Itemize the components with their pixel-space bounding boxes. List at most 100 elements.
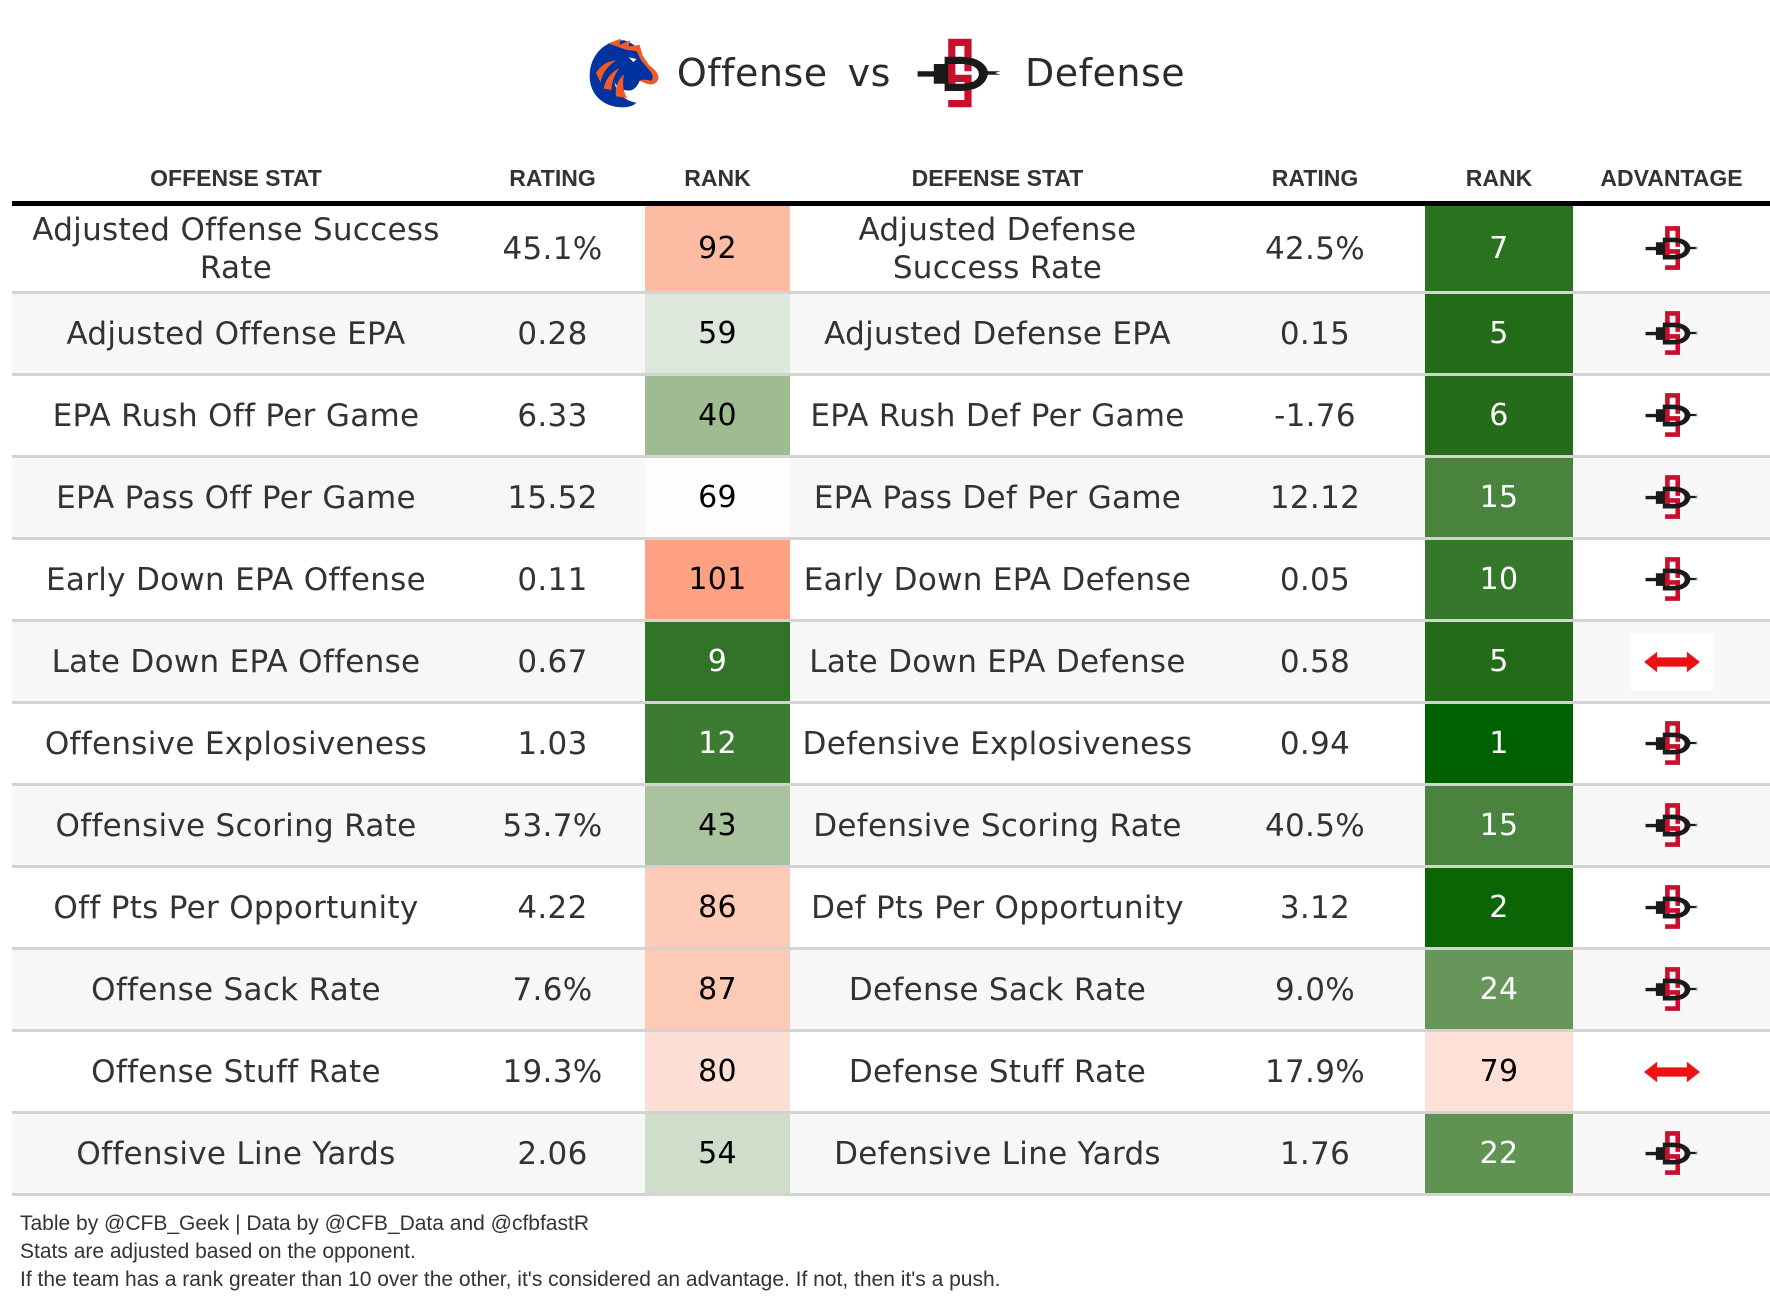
defense-advantage-indicator [1630, 878, 1714, 936]
defense-rating-cell: 0.15 [1205, 292, 1425, 376]
defense-rank-cell: 7 [1425, 203, 1573, 294]
offense-rating-cell: 1.03 [460, 702, 645, 786]
vs-label: vs [847, 51, 891, 95]
table-row: Offense Sack Rate 7.6% 87 Defense Sack Rate… [12, 948, 1770, 1032]
offense-rating-cell: 7.6% [460, 948, 645, 1032]
table-row: Offensive Line Yards 2.06 54 Defensive Line… [12, 1112, 1770, 1196]
table-row: Late Down EPA Offense 0.67 9 Late Down EPA … [12, 620, 1770, 704]
footer-advantage-note: If the team has a rank greater than 10 o… [20, 1268, 1001, 1291]
defense-rank-cell: 22 [1425, 1112, 1573, 1196]
defense-stat-cell: Defensive Explosiveness [790, 702, 1205, 786]
col-header-offense-rating: RATING [460, 155, 645, 206]
col-header-defense-rank: RANK [1425, 155, 1573, 206]
defense-advantage-indicator [1630, 386, 1714, 444]
sdsu-logo-icon [1643, 310, 1701, 356]
offense-stat-cell: Early Down EPA Offense [12, 538, 460, 622]
offense-stat-cell: EPA Rush Off Per Game [12, 374, 460, 458]
defense-rating-cell: -1.76 [1205, 374, 1425, 458]
defense-rank-cell: 79 [1425, 1030, 1573, 1114]
sdsu-logo-icon [1643, 556, 1701, 602]
offense-rating-cell: 0.28 [460, 292, 645, 376]
offense-rating-cell: 4.22 [460, 866, 645, 950]
sdsu-logo-icon [1643, 720, 1701, 766]
offense-rating-cell: 53.7% [460, 784, 645, 868]
table-row: Offensive Scoring Rate 53.7% 43 Defensive S… [12, 784, 1770, 868]
offense-stat-cell: Offense Sack Rate [12, 948, 460, 1032]
defense-advantage-indicator [1630, 219, 1714, 277]
defense-stat-cell: Adjusted Defense EPA [790, 292, 1205, 376]
defense-rating-cell: 40.5% [1205, 784, 1425, 868]
advantage-cell [1573, 538, 1770, 622]
offense-rating-cell: 2.06 [460, 1112, 645, 1196]
defense-stat-cell: EPA Rush Def Per Game [790, 374, 1205, 458]
offense-stat-cell: Offensive Line Yards [12, 1112, 460, 1196]
col-header-offense-stat: OFFENSE STAT [12, 155, 460, 206]
table-row: EPA Rush Off Per Game 6.33 40 EPA Rush Def … [12, 374, 1770, 458]
defense-stat-cell: Defense Stuff Rate [790, 1030, 1205, 1114]
offense-rating-cell: 6.33 [460, 374, 645, 458]
title-bar: Offense vs Defense [0, 28, 1770, 118]
defense-stat-cell: Defense Sack Rate [790, 948, 1205, 1032]
offense-rating-cell: 0.67 [460, 620, 645, 704]
defense-stat-cell: Def Pts Per Opportunity [790, 866, 1205, 950]
defense-advantage-indicator [1630, 796, 1714, 854]
defense-rating-cell: 9.0% [1205, 948, 1425, 1032]
col-header-defense-rating: RATING [1205, 155, 1425, 206]
defense-rating-cell: 1.76 [1205, 1112, 1425, 1196]
advantage-cell [1573, 374, 1770, 458]
sdsu-logo-icon [1643, 884, 1701, 930]
defense-stat-cell: Adjusted Defense Success Rate [790, 203, 1205, 294]
offense-rank-cell: 40 [645, 374, 790, 458]
defense-rank-cell: 1 [1425, 702, 1573, 786]
defense-rating-cell: 12.12 [1205, 456, 1425, 540]
defense-stat-cell: Early Down EPA Defense [790, 538, 1205, 622]
offense-rank-cell: 86 [645, 866, 790, 950]
push-arrow-icon [1644, 1061, 1700, 1083]
table-row: Offensive Explosiveness 1.03 12 Defensive E… [12, 702, 1770, 786]
defense-rank-cell: 5 [1425, 292, 1573, 376]
col-header-advantage: ADVANTAGE [1573, 155, 1770, 206]
defense-advantage-indicator [1630, 960, 1714, 1018]
table-row: Offense Stuff Rate 19.3% 80 Defense Stuff R… [12, 1030, 1770, 1114]
table-row: Early Down EPA Offense 0.11 101 Early Down … [12, 538, 1770, 622]
offense-stat-cell: Offense Stuff Rate [12, 1030, 460, 1114]
table-row: Adjusted Offense EPA 0.28 59 Adjusted Defen… [12, 292, 1770, 376]
defense-stat-cell: Late Down EPA Defense [790, 620, 1205, 704]
matchup-table: OFFENSE STAT RATING RANK DEFENSE STAT RA… [12, 155, 1770, 1196]
defense-rating-cell: 3.12 [1205, 866, 1425, 950]
defense-title: Defense [1024, 51, 1186, 95]
defense-rank-cell: 6 [1425, 374, 1573, 458]
sdsu-logo-icon [1643, 802, 1701, 848]
defense-advantage-indicator [1630, 550, 1714, 608]
col-header-offense-rank: RANK [645, 155, 790, 206]
defense-rating-cell: 0.94 [1205, 702, 1425, 786]
offense-rating-cell: 45.1% [460, 203, 645, 294]
advantage-cell [1573, 866, 1770, 950]
sdsu-logo-icon [1643, 966, 1701, 1012]
push-arrow-icon [1644, 651, 1700, 673]
offense-rank-cell: 101 [645, 538, 790, 622]
offense-rating-cell: 0.11 [460, 538, 645, 622]
defense-rank-cell: 5 [1425, 620, 1573, 704]
offense-rank-cell: 59 [645, 292, 790, 376]
defense-stat-cell: Defensive Scoring Rate [790, 784, 1205, 868]
defense-rank-cell: 2 [1425, 866, 1573, 950]
defense-rank-cell: 15 [1425, 456, 1573, 540]
footer-notes: Table by @CFB_Geek | Data by @CFB_Data a… [20, 1210, 1000, 1294]
advantage-cell [1573, 784, 1770, 868]
defense-rank-cell: 24 [1425, 948, 1573, 1032]
table-row: Adjusted Offense Success Rate 45.1% 92 Adju… [12, 203, 1770, 294]
defense-rank-cell: 15 [1425, 784, 1573, 868]
advantage-cell [1573, 203, 1770, 294]
advantage-cell [1573, 702, 1770, 786]
offense-rank-cell: 92 [645, 203, 790, 294]
defense-advantage-indicator [1630, 468, 1714, 526]
offense-rating-cell: 15.52 [460, 456, 645, 540]
boise-state-logo-icon [585, 34, 663, 112]
defense-stat-cell: EPA Pass Def Per Game [790, 456, 1205, 540]
offense-rank-cell: 43 [645, 784, 790, 868]
defense-advantage-indicator [1630, 1124, 1714, 1182]
offense-stat-cell: Off Pts Per Opportunity [12, 866, 460, 950]
offense-rank-cell: 9 [645, 620, 790, 704]
offense-rank-cell: 87 [645, 948, 790, 1032]
